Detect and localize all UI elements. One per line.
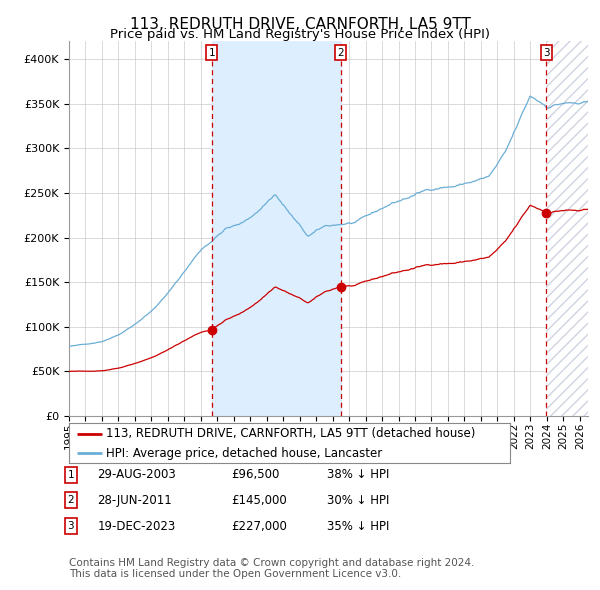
Text: £227,000: £227,000 [231, 520, 287, 533]
Text: 28-JUN-2011: 28-JUN-2011 [97, 494, 172, 507]
Text: Contains HM Land Registry data © Crown copyright and database right 2024.: Contains HM Land Registry data © Crown c… [69, 558, 475, 568]
Text: Price paid vs. HM Land Registry's House Price Index (HPI): Price paid vs. HM Land Registry's House … [110, 28, 490, 41]
Text: This data is licensed under the Open Government Licence v3.0.: This data is licensed under the Open Gov… [69, 569, 401, 579]
Text: 3: 3 [543, 48, 550, 58]
Text: £96,500: £96,500 [231, 468, 280, 481]
Text: 30% ↓ HPI: 30% ↓ HPI [327, 494, 389, 507]
Text: 113, REDRUTH DRIVE, CARNFORTH, LA5 9TT (detached house): 113, REDRUTH DRIVE, CARNFORTH, LA5 9TT (… [106, 427, 476, 440]
Text: 19-DEC-2023: 19-DEC-2023 [97, 520, 175, 533]
Text: 2: 2 [337, 48, 344, 58]
Text: 3: 3 [67, 522, 74, 531]
Text: HPI: Average price, detached house, Lancaster: HPI: Average price, detached house, Lanc… [106, 447, 383, 460]
Text: 2: 2 [67, 496, 74, 505]
Text: 38% ↓ HPI: 38% ↓ HPI [327, 468, 389, 481]
Text: 113, REDRUTH DRIVE, CARNFORTH, LA5 9TT: 113, REDRUTH DRIVE, CARNFORTH, LA5 9TT [130, 17, 470, 31]
Text: 1: 1 [208, 48, 215, 58]
Bar [546, 41, 588, 416]
Text: £145,000: £145,000 [231, 494, 287, 507]
Text: 35% ↓ HPI: 35% ↓ HPI [327, 520, 389, 533]
Text: 1: 1 [67, 470, 74, 480]
Bar [212, 41, 341, 416]
Bar [546, 41, 588, 416]
Text: 29-AUG-2003: 29-AUG-2003 [97, 468, 176, 481]
